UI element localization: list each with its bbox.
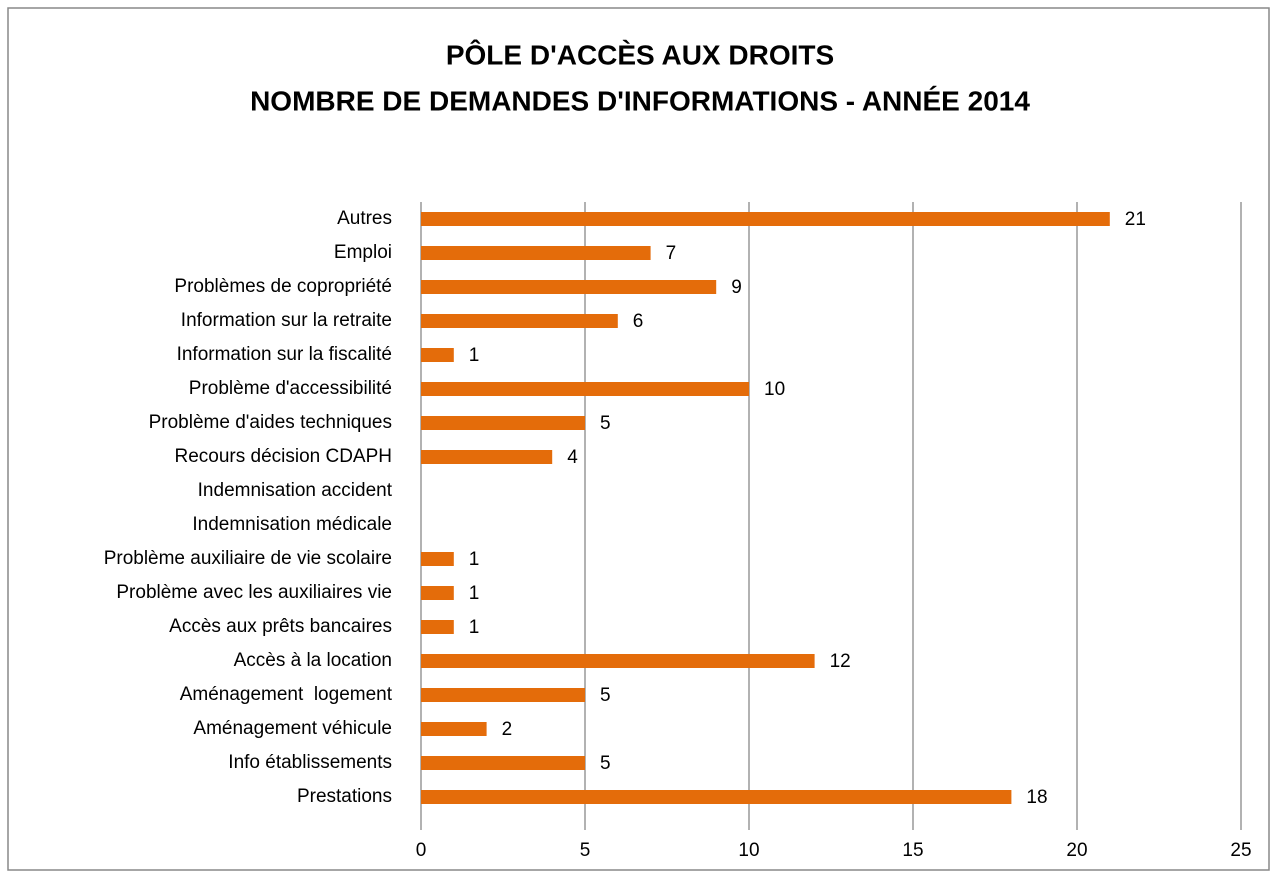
value-label: 21 — [1125, 209, 1146, 230]
value-label: 1 — [469, 617, 480, 638]
value-label: 10 — [764, 379, 785, 400]
bar — [421, 552, 454, 566]
y-tick-label: Autres — [337, 208, 392, 229]
y-tick-label: Problème d'aides techniques — [149, 412, 392, 433]
bar — [421, 246, 651, 260]
y-tick-label: Prestations — [297, 786, 392, 807]
bar — [421, 280, 717, 294]
x-tick-label: 10 — [738, 840, 759, 861]
y-tick-label: Aménagement véhicule — [193, 718, 392, 739]
value-label: 5 — [600, 685, 611, 706]
value-label: 5 — [600, 413, 611, 434]
y-tick-label: Problème d'accessibilité — [189, 378, 392, 399]
bar — [421, 722, 487, 736]
y-tick-label: Information sur la retraite — [181, 310, 392, 331]
value-label: 4 — [567, 447, 578, 468]
y-tick-label: Problèmes de copropriété — [174, 276, 392, 297]
y-tick-label: Information sur la fiscalité — [177, 344, 392, 365]
y-tick-label: Aménagement logement — [180, 684, 393, 705]
y-tick-label: Problème auxiliaire de vie scolaire — [104, 548, 392, 569]
y-tick-label: Recours décision CDAPH — [174, 446, 392, 467]
value-label: 1 — [469, 345, 480, 366]
chart-title: NOMBRE DE DEMANDES D'INFORMATIONS - ANNÉ… — [250, 85, 1030, 116]
bar — [421, 416, 585, 430]
bar — [421, 756, 585, 770]
y-tick-label: Accès à la location — [234, 650, 392, 671]
value-label: 1 — [469, 549, 480, 570]
y-tick-label: Indemnisation médicale — [192, 514, 392, 535]
bar — [421, 790, 1012, 804]
bar — [421, 654, 815, 668]
value-label: 6 — [633, 311, 644, 332]
y-tick-label: Emploi — [334, 242, 392, 263]
value-label: 18 — [1026, 787, 1047, 808]
value-label: 12 — [830, 651, 851, 672]
bar — [421, 212, 1110, 226]
y-tick-label: Info établissements — [228, 752, 392, 773]
bar — [421, 688, 585, 702]
bar — [421, 348, 454, 362]
value-label: 9 — [731, 277, 742, 298]
y-tick-label: Problème avec les auxiliaires vie — [116, 582, 392, 603]
y-tick-label: Indemnisation accident — [198, 480, 393, 501]
value-label: 1 — [469, 583, 480, 604]
x-tick-label: 25 — [1230, 840, 1251, 861]
chart-title: PÔLE D'ACCÈS AUX DROITS — [446, 38, 834, 70]
bar — [421, 586, 454, 600]
chart-border — [7, 7, 1270, 871]
value-label: 5 — [600, 753, 611, 774]
bar — [421, 314, 618, 328]
x-tick-label: 5 — [580, 840, 591, 861]
bar — [421, 382, 749, 396]
bar — [421, 450, 553, 464]
value-label: 7 — [666, 243, 677, 264]
value-label: 2 — [502, 719, 513, 740]
bar — [421, 620, 454, 634]
x-tick-label: 20 — [1066, 840, 1087, 861]
x-tick-label: 0 — [416, 840, 427, 861]
y-tick-label: Accès aux prêts bancaires — [169, 616, 392, 637]
x-tick-label: 15 — [902, 840, 923, 861]
